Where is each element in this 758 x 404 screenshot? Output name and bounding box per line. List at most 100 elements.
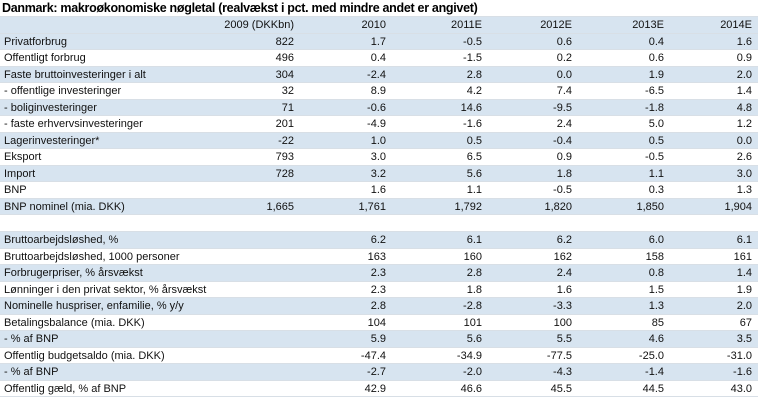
row-value: 1.3 — [736, 184, 752, 196]
table-row: Nominelle huspriser, enfamilie, % y/y 2.8… — [0, 298, 758, 315]
row-label: Nominelle huspriser, enfamilie, % y/y — [4, 300, 184, 312]
row-value: -2.0 — [463, 366, 482, 378]
row-value: 1,665 — [266, 200, 294, 213]
row-value: -1.5 — [463, 52, 482, 64]
row-value — [208, 364, 294, 380]
row-value: 1.6 — [370, 184, 386, 196]
row-value: 1.7 — [370, 35, 386, 48]
table-row: Offentlig gæld, % af BNP 42.9 46.6 45.5 44.5… — [0, 381, 758, 397]
header-2012e: 2012E — [540, 19, 572, 31]
row-value: 1.4 — [736, 267, 752, 279]
row-value: 32 — [281, 85, 294, 97]
row-value: 46.6 — [460, 382, 482, 395]
table-row: Bruttoarbejdsløshed, 1000 personer 163 160… — [0, 249, 758, 265]
row-value: 0.5 — [648, 134, 664, 147]
row-value: 67 — [739, 316, 752, 329]
row-value: 1.3 — [648, 300, 664, 312]
row-label: Bruttoarbejdsløshed, % — [4, 234, 119, 246]
row-value: 6.0 — [648, 234, 664, 246]
table-row: Offentlig budgetsaldo (mia. DKK) -47.4 -34… — [0, 348, 758, 364]
row-value: -1.6 — [463, 118, 482, 130]
row-value: 2.4 — [556, 118, 572, 130]
row-label: Faste bruttoinvesteringer i alt — [4, 68, 146, 81]
row-value: 1,850 — [636, 200, 664, 213]
table-row: Import 728 3.2 5.6 1.8 1.1 3.0 — [0, 165, 758, 182]
row-value: 3.0 — [736, 167, 752, 180]
row-value: 2.8 — [466, 68, 482, 81]
header-2009: 2009 (DKKbn) — [224, 19, 294, 31]
row-value: 0.3 — [648, 184, 664, 196]
row-value: -1.4 — [645, 366, 664, 378]
row-value: 304 — [275, 68, 294, 81]
row-value — [208, 331, 294, 347]
table-row: - offentlige investeringer 32 8.9 4.2 7.4 -6.… — [0, 83, 758, 100]
table-row: - % af BNP 5.9 5.6 5.5 4.6 3.5 — [0, 331, 758, 348]
row-value: 0.9 — [556, 151, 572, 163]
header-row: 2009 (DKKbn) 2010 2011E 2012E 2013E 2014… — [0, 17, 758, 34]
row-label: Offentlig gæld, % af BNP — [4, 382, 127, 395]
row-value: 3.2 — [370, 167, 386, 180]
row-value: 0.9 — [736, 52, 752, 64]
row-value: 1.6 — [736, 35, 752, 48]
row-value: 2.6 — [736, 151, 752, 163]
row-value: 1,904 — [724, 200, 752, 213]
row-value: 160 — [463, 250, 482, 263]
row-value: 3.5 — [736, 333, 752, 345]
row-value: 71 — [281, 101, 294, 114]
row-value — [208, 298, 294, 314]
row-value: 6.2 — [556, 234, 572, 246]
row-value: 0.2 — [556, 52, 572, 64]
table-row: Betalingsbalance (mia. DKK) 104 101 100 85 67 — [0, 315, 758, 331]
row-value: 201 — [275, 118, 294, 130]
row-value: 2.3 — [370, 283, 386, 296]
row-value: 85 — [651, 316, 664, 329]
table-row: - faste erhvervsinvesteringer 201 -4.9 -1.6… — [0, 116, 758, 133]
row-value: 1.8 — [556, 167, 572, 180]
table-title: Danmark: makroøkonomiske nøgletal (realv… — [2, 1, 478, 15]
row-value: 161 — [733, 250, 752, 263]
row-label: Offentlig budgetsaldo (mia. DKK) — [4, 349, 165, 362]
row-value: -0.6 — [367, 101, 386, 114]
row-value: 4.6 — [648, 333, 664, 345]
table-row: BNP 1.6 1.1 -0.5 0.3 1.3 — [0, 182, 758, 199]
row-value: 0.6 — [556, 35, 572, 48]
row-label: Offentligt forbrug — [4, 52, 86, 64]
row-label: Forbrugerpriser, % årsvækst — [4, 267, 143, 279]
row-value: 0.0 — [556, 68, 572, 81]
row-value: 1.6 — [556, 283, 572, 296]
title-row: Danmark: makroøkonomiske nøgletal (realv… — [0, 0, 758, 17]
row-value: 5.5 — [556, 333, 572, 345]
labour-prices-group: Bruttoarbejdsløshed, % 6.2 6.1 6.2 6.0 6.1 Bru… — [0, 232, 758, 397]
row-value: 1,820 — [544, 200, 572, 213]
row-value: -2.7 — [367, 366, 386, 378]
row-value: 2.8 — [466, 267, 482, 279]
row-value: 162 — [553, 250, 572, 263]
row-value: -6.5 — [645, 85, 664, 97]
row-label: - boliginvesteringer — [4, 101, 97, 114]
table-row: - boliginvesteringer 71 -0.6 14.6 -9.5 -1.8 4.… — [0, 99, 758, 116]
row-value: 158 — [645, 250, 664, 263]
header-2011e: 2011E — [451, 19, 482, 31]
row-value: 2.3 — [370, 267, 386, 279]
row-value: 0.4 — [648, 35, 664, 48]
row-value: 5.9 — [370, 333, 386, 345]
table-row: Lønninger i den privat sektor, % årsvæks… — [0, 282, 758, 298]
row-value: 822 — [275, 35, 294, 48]
row-value: 6.1 — [466, 234, 482, 246]
table-row: Bruttoarbejdsløshed, % 6.2 6.1 6.2 6.0 6.1 — [0, 232, 758, 249]
row-value: -9.5 — [553, 101, 572, 114]
row-value: -3.3 — [553, 300, 572, 312]
row-value: -0.5 — [553, 184, 572, 196]
row-value: 1.8 — [466, 283, 482, 296]
row-value: 43.0 — [730, 382, 752, 395]
row-value: 1.1 — [466, 184, 482, 196]
row-value: 5.6 — [466, 333, 482, 345]
row-label: Lønninger i den privat sektor, % årsvæks… — [4, 283, 207, 296]
row-value: 0.8 — [648, 267, 664, 279]
row-value — [208, 348, 294, 364]
row-value: 0.5 — [466, 134, 482, 147]
row-value: -2.8 — [463, 300, 482, 312]
row-value: 6.1 — [736, 234, 752, 246]
table-row: Offentligt forbrug 496 0.4 -1.5 0.2 0.6 0.9 — [0, 50, 758, 67]
